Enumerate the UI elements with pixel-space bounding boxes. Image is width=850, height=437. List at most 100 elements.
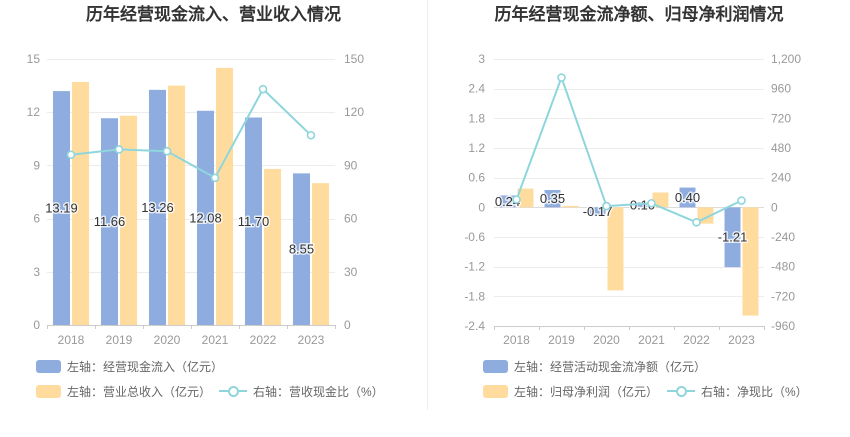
net-profit-bar-2019[interactable] [562, 205, 579, 208]
chart-title-cash-inflow-revenue: 历年经营现金流入、营业收入情况 [86, 5, 341, 24]
y-left-tick-label: 9 [33, 158, 40, 172]
x-tick-label-2023: 2023 [298, 333, 325, 347]
y-right-tick-label: 30 [344, 265, 358, 279]
net-profit-bar-2023[interactable] [742, 207, 759, 316]
legend-label: 左轴：经营活动现金流净额（亿元） [514, 359, 707, 374]
y-left-tick-label: 0 [478, 200, 485, 214]
cash-inflow-bar-2019[interactable] [100, 118, 118, 325]
y-right-tick-label: 960 [771, 82, 791, 96]
cash-inflow-data-label-2021: 12.08 [189, 210, 222, 225]
operating-net-cash-flow-data-label-2019: 0.35 [540, 191, 565, 206]
y-right-tick-label: 0 [771, 200, 778, 214]
x-tick-label-2019: 2019 [548, 333, 575, 347]
x-tick-label-2023: 2023 [728, 333, 755, 347]
cash-revenue-ratio-point-2020[interactable] [162, 146, 172, 156]
operating-net-cash-flow-bar-2019[interactable] [544, 190, 561, 208]
cash-inflow-bar-2020[interactable] [148, 89, 166, 325]
revenue-bar-2021[interactable] [216, 67, 234, 325]
x-tick-label-2022: 2022 [250, 333, 277, 347]
y-left-tick-label: 2.4 [468, 82, 485, 96]
cash-inflow-data-label-2023: 8.55 [289, 242, 314, 257]
legend-item-net-profit[interactable]: 左轴：归母净利润（亿元） [483, 383, 658, 399]
cash-revenue-ratio-point-2022[interactable] [258, 84, 268, 94]
revenue-bar-2023[interactable] [312, 183, 330, 325]
revenue-bar-2020[interactable] [168, 85, 186, 325]
legend-label: 左轴：归母净利润（亿元） [514, 384, 659, 399]
legend-line-marker-icon [219, 384, 247, 398]
cash-revenue-ratio-point-2019[interactable] [114, 145, 124, 154]
operating-net-cash-flow-bar-2018[interactable] [499, 195, 516, 208]
operating-net-cash-flow-bar-2020[interactable] [589, 207, 606, 216]
legend-item-revenue[interactable]: 左轴：营业总收入（亿元） [36, 383, 211, 399]
cash-inflow-bar-2021[interactable] [196, 110, 214, 325]
legend-label: 左轴：营业总收入（亿元） [67, 384, 212, 399]
y-left-tick-label: -1.2 [464, 260, 485, 274]
net-cash-ratio-point-2023[interactable] [737, 196, 746, 205]
chart-title-net-cash-flow-profit: 历年经营现金流净额、归母净利润情况 [494, 5, 784, 24]
legend-item-net-cash-ratio[interactable]: 右轴：净现比（%） [667, 383, 808, 399]
cash-inflow-bar-2018[interactable] [52, 91, 70, 325]
y-left-tick-label: -2.4 [464, 319, 485, 333]
y-left-tick-label: -0.6 [464, 230, 485, 244]
legend-item-cash-inflow[interactable]: 左轴：经营现金流入（亿元） [36, 358, 223, 374]
legend-item-cash-revenue-ratio[interactable]: 右轴：营收现金比（%） [219, 383, 384, 399]
y-right-tick-label: 60 [344, 212, 358, 226]
operating-net-cash-flow-bar-2023[interactable] [724, 207, 741, 268]
x-tick-label-2022: 2022 [683, 333, 710, 347]
revenue-bar-2018[interactable] [72, 82, 90, 325]
y-right-tick-label: 150 [344, 52, 364, 66]
legend-bar-swatch-icon [483, 384, 508, 398]
y-right-tick-label: -240 [771, 230, 795, 244]
chart-1-plot-area: 3 2.4 1.8 1.2 0.6 0 -0.6 -1.2 -1.8 -2.4 1,200 960 72… [464, 52, 801, 347]
y-left-tick-label: 15 [27, 52, 41, 66]
y-left-tick-label: 3 [33, 265, 40, 279]
y-left-tick-label: 6 [33, 212, 40, 226]
cash-revenue-ratio-point-2021[interactable] [210, 173, 220, 183]
x-tick-label-2019: 2019 [106, 333, 133, 347]
legend-line-marker-icon [667, 384, 695, 398]
cash-inflow-data-label-2022: 11.70 [238, 214, 270, 229]
revenue-bar-2022[interactable] [264, 168, 282, 325]
legend-bar-swatch-icon [483, 359, 508, 373]
x-tick-label-2021: 2021 [638, 333, 665, 347]
net-cash-ratio-point-2018[interactable] [512, 195, 521, 204]
cash-inflow-data-label-2020: 13.26 [141, 200, 174, 215]
y-right-tick-label: 120 [344, 105, 364, 119]
net-profit-bar-2021[interactable] [652, 192, 669, 208]
y-right-tick-label: 720 [771, 111, 791, 125]
net-cash-ratio-point-2021[interactable] [647, 198, 656, 208]
net-cash-ratio-line [515, 76, 742, 224]
x-tick-label-2020: 2020 [154, 333, 181, 347]
legend-label: 左轴：经营现金流入（亿元） [67, 359, 224, 374]
x-tick-label-2020: 2020 [593, 333, 620, 347]
cash-revenue-ratio-line [70, 88, 312, 179]
y-right-tick-label: 1,200 [771, 52, 801, 66]
y-left-tick-label: 3 [478, 52, 485, 66]
net-profit-bar-2018[interactable] [517, 188, 534, 208]
net-profit-bar-2020[interactable] [607, 207, 624, 291]
x-tick-label-2021: 2021 [202, 333, 229, 347]
y-right-tick-label: -960 [771, 319, 795, 333]
cash-inflow-data-label-2019: 11.66 [94, 214, 126, 229]
cash-inflow-bar-2023[interactable] [292, 173, 310, 325]
legend-item-operating-net-cash-flow[interactable]: 左轴：经营活动现金流净额（亿元） [483, 358, 706, 374]
cash-revenue-ratio-point-2023[interactable] [306, 130, 316, 140]
cash-revenue-ratio-point-2018[interactable] [66, 150, 76, 160]
net-cash-ratio-point-2022[interactable] [692, 217, 701, 227]
y-left-tick-label: 0.6 [468, 171, 485, 185]
legend-bar-swatch-icon [36, 359, 61, 373]
legend-bar-swatch-icon [36, 384, 61, 398]
net-cash-ratio-point-2019[interactable] [557, 73, 566, 82]
net-cash-ratio-point-2020[interactable] [602, 201, 611, 211]
y-left-tick-label: 12 [27, 105, 41, 119]
cash-inflow-bar-2022[interactable] [244, 117, 262, 326]
y-right-tick-label: 480 [771, 141, 791, 155]
x-tick-label-2018: 2018 [58, 333, 85, 347]
legend-label: 右轴：净现比（%） [701, 384, 808, 399]
y-left-tick-label: 1.2 [468, 141, 485, 155]
revenue-bar-2019[interactable] [120, 115, 138, 325]
operating-net-cash-flow-bar-2022[interactable] [679, 187, 696, 208]
y-left-tick-label: 1.8 [468, 111, 485, 125]
